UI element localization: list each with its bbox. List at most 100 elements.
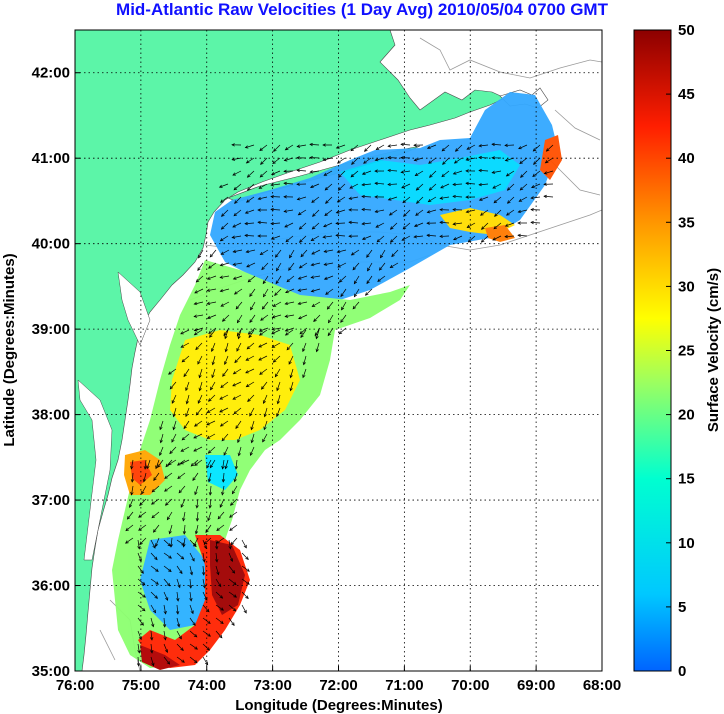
velocity-arrow [349,221,359,224]
velocity-arrow [453,170,463,175]
velocity-arrow [390,235,398,243]
velocity-arrowhead [272,359,277,363]
velocity-arrow [177,472,186,479]
velocity-arrow [197,355,203,365]
velocity-arrowhead [428,187,433,191]
velocity-arrowhead [532,148,537,152]
velocity-arrow [221,209,229,217]
velocity-arrowhead [193,448,197,452]
velocity-arrowhead [259,147,263,152]
velocity-arrow [176,630,182,640]
velocity-arrow [453,222,463,225]
velocity-arrowhead [193,659,198,664]
velocity-arrow [250,446,255,456]
velocity-arrowhead [276,387,280,392]
velocity-arrow [151,485,160,493]
velocity-arrow [177,459,186,466]
velocity-arrowhead [192,622,196,626]
velocity-arrow [362,170,372,175]
velocity-arrowhead [257,234,261,238]
velocity-arrowhead [154,556,158,561]
velocity-arrowhead [361,207,365,212]
velocity-arrow [233,407,242,415]
velocity-arrowhead [221,213,225,217]
velocity-arrow [233,249,243,253]
velocity-arrow [259,327,269,332]
velocity-arrow [168,459,177,466]
velocity-arrow [220,235,229,242]
velocity-arrowhead [126,516,131,520]
velocity-arrowhead [391,253,395,258]
velocity-arrow [220,196,229,203]
velocity-arrow [440,221,450,224]
velocity-arrow [302,342,307,352]
velocity-arrowhead [237,335,241,340]
velocity-arrow [163,578,171,587]
velocity-arrow [160,433,164,443]
velocity-arrow [531,196,541,199]
velocity-arrow [363,157,372,164]
velocity-arrow [275,249,282,258]
velocity-arrowhead [232,224,236,228]
velocity-arrow [288,355,294,365]
velocity-arrow [185,381,190,391]
velocity-arrowhead [505,212,510,216]
velocity-arrow [362,235,372,240]
velocity-arrow [245,368,255,374]
velocity-arrow [211,368,216,378]
velocity-arrowhead [220,251,225,255]
velocity-arrowhead [220,226,225,230]
velocity-arrowhead [219,504,223,508]
velocity-arrowhead [233,594,237,598]
velocity-arrowhead [125,527,130,532]
velocity-arrow [207,314,217,319]
velocity-arrow [337,262,347,268]
velocity-arrow [388,144,398,147]
velocity-arrow [389,209,398,216]
velocity-arrow [205,524,212,533]
velocity-arrowhead [543,171,548,175]
velocity-arrow [150,539,156,549]
velocity-arrow [194,314,204,317]
velocity-arrowhead [233,410,238,415]
velocity-arrowhead [181,659,185,663]
velocity-arrowhead [194,646,199,650]
velocity-arrowhead [180,331,184,335]
velocity-arrow [137,656,140,666]
velocity-arrowhead [452,194,456,199]
velocity-arrow [150,591,158,599]
velocity-arrowhead [246,581,250,585]
velocity-arrowhead [367,267,371,272]
velocity-arrow [466,157,476,161]
velocity-arrowhead [209,334,213,338]
velocity-arrowhead [299,239,303,243]
velocity-arrowhead [180,344,185,348]
velocity-arrowhead [177,462,181,466]
velocity-arrow [153,472,160,481]
velocity-arrowhead [247,331,252,335]
velocity-arrow [215,552,218,562]
velocity-arrow [150,565,159,572]
velocity-arrow [276,262,282,271]
velocity-arrow [250,301,256,310]
velocity-arrowhead [300,253,304,258]
velocity-arrowhead [375,224,380,228]
velocity-arrow [249,288,256,297]
velocity-arrowhead [165,463,169,468]
velocity-arrow [163,552,172,559]
velocity-arrow [144,459,147,469]
velocity-arrow [191,459,199,467]
velocity-arrow [323,235,333,238]
velocity-arrowhead [413,223,418,227]
velocity-arrowhead [441,173,446,178]
velocity-arrow [236,327,243,336]
velocity-arrowhead [467,239,472,243]
velocity-arrowhead [340,319,344,323]
velocity-region [205,455,238,490]
velocity-arrowhead [374,195,378,199]
velocity-arrowhead [211,374,215,379]
velocity-arrowhead [221,491,225,496]
y-tick-label: 41:00 [32,150,70,167]
velocity-arrowhead [504,143,508,148]
velocity-arrow [237,314,243,323]
